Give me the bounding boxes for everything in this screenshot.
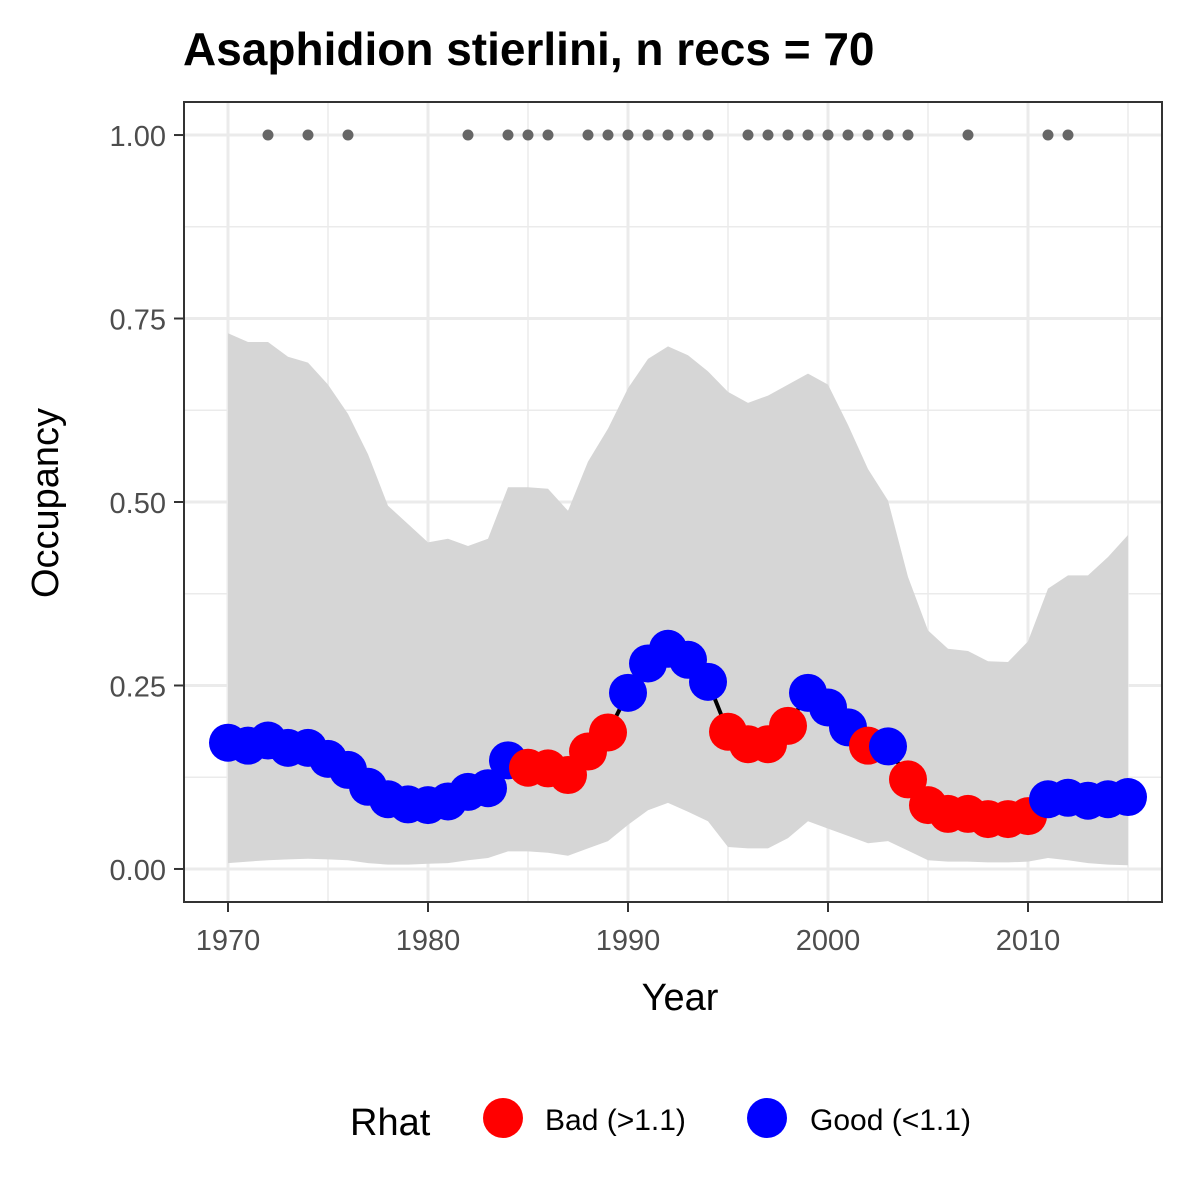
record-dot (882, 129, 894, 141)
y-tick-label: 0.25 (110, 671, 166, 703)
record-dot (702, 129, 714, 141)
record-dot (822, 129, 834, 141)
record-dot (762, 129, 774, 141)
record-dot (602, 129, 614, 141)
y-tick-label: 1.00 (110, 121, 166, 153)
x-tick-label: 1980 (396, 925, 461, 957)
record-year-markers (262, 129, 1074, 141)
record-dot (462, 129, 474, 141)
y-axis-title: Occupancy (25, 408, 67, 598)
legend-bad-label: Bad (>1.1) (545, 1104, 686, 1137)
record-dot (642, 129, 654, 141)
record-dot (582, 129, 594, 141)
record-dot (842, 129, 854, 141)
record-dot (622, 129, 634, 141)
occupancy-point-good (609, 673, 647, 712)
occupancy-point-good (869, 727, 907, 766)
x-axis-title: Year (642, 977, 719, 1019)
record-dot (342, 129, 354, 141)
chart-title: Asaphidion stierlini, n recs = 70 (183, 23, 875, 75)
legend-title: Rhat (350, 1102, 431, 1144)
x-tick-label: 1970 (196, 925, 261, 957)
x-tick-label: 2000 (796, 925, 861, 957)
y-tick-label: 0.50 (110, 488, 166, 520)
record-dot (542, 129, 554, 141)
occupancy-point-good (689, 662, 727, 701)
record-dot (302, 129, 314, 141)
record-dot (522, 129, 534, 141)
record-dot (262, 129, 274, 141)
legend-good-swatch (747, 1098, 787, 1138)
record-dot (682, 129, 694, 141)
record-dot (1062, 129, 1074, 141)
occupancy-point-good (469, 769, 507, 808)
occupancy-point-good (1109, 778, 1147, 817)
y-tick-label: 0.75 (110, 305, 166, 337)
legend-bad-swatch (483, 1098, 523, 1138)
legend: Rhat Bad (>1.1) Good (<1.1) (350, 1098, 971, 1144)
occupancy-points (209, 629, 1147, 839)
confidence-ribbon (228, 333, 1128, 866)
occupancy-point-bad (889, 760, 927, 799)
x-tick-label: 1990 (596, 925, 661, 957)
record-dot (902, 129, 914, 141)
x-tick-label: 2010 (996, 925, 1061, 957)
record-dot (662, 129, 674, 141)
occupancy-point-bad (589, 713, 627, 752)
y-tick-label: 0.00 (110, 855, 166, 887)
x-axis: 1970 1980 1990 2000 2010 (196, 902, 1061, 957)
record-dot (502, 129, 514, 141)
record-dot (962, 129, 974, 141)
y-axis: 0.00 0.25 0.50 0.75 1.00 (110, 121, 184, 887)
record-dot (802, 129, 814, 141)
record-dot (1042, 129, 1054, 141)
record-dot (862, 129, 874, 141)
occupancy-point-bad (769, 706, 807, 745)
legend-good-label: Good (<1.1) (810, 1104, 971, 1137)
record-dot (782, 129, 794, 141)
record-dot (742, 129, 754, 141)
